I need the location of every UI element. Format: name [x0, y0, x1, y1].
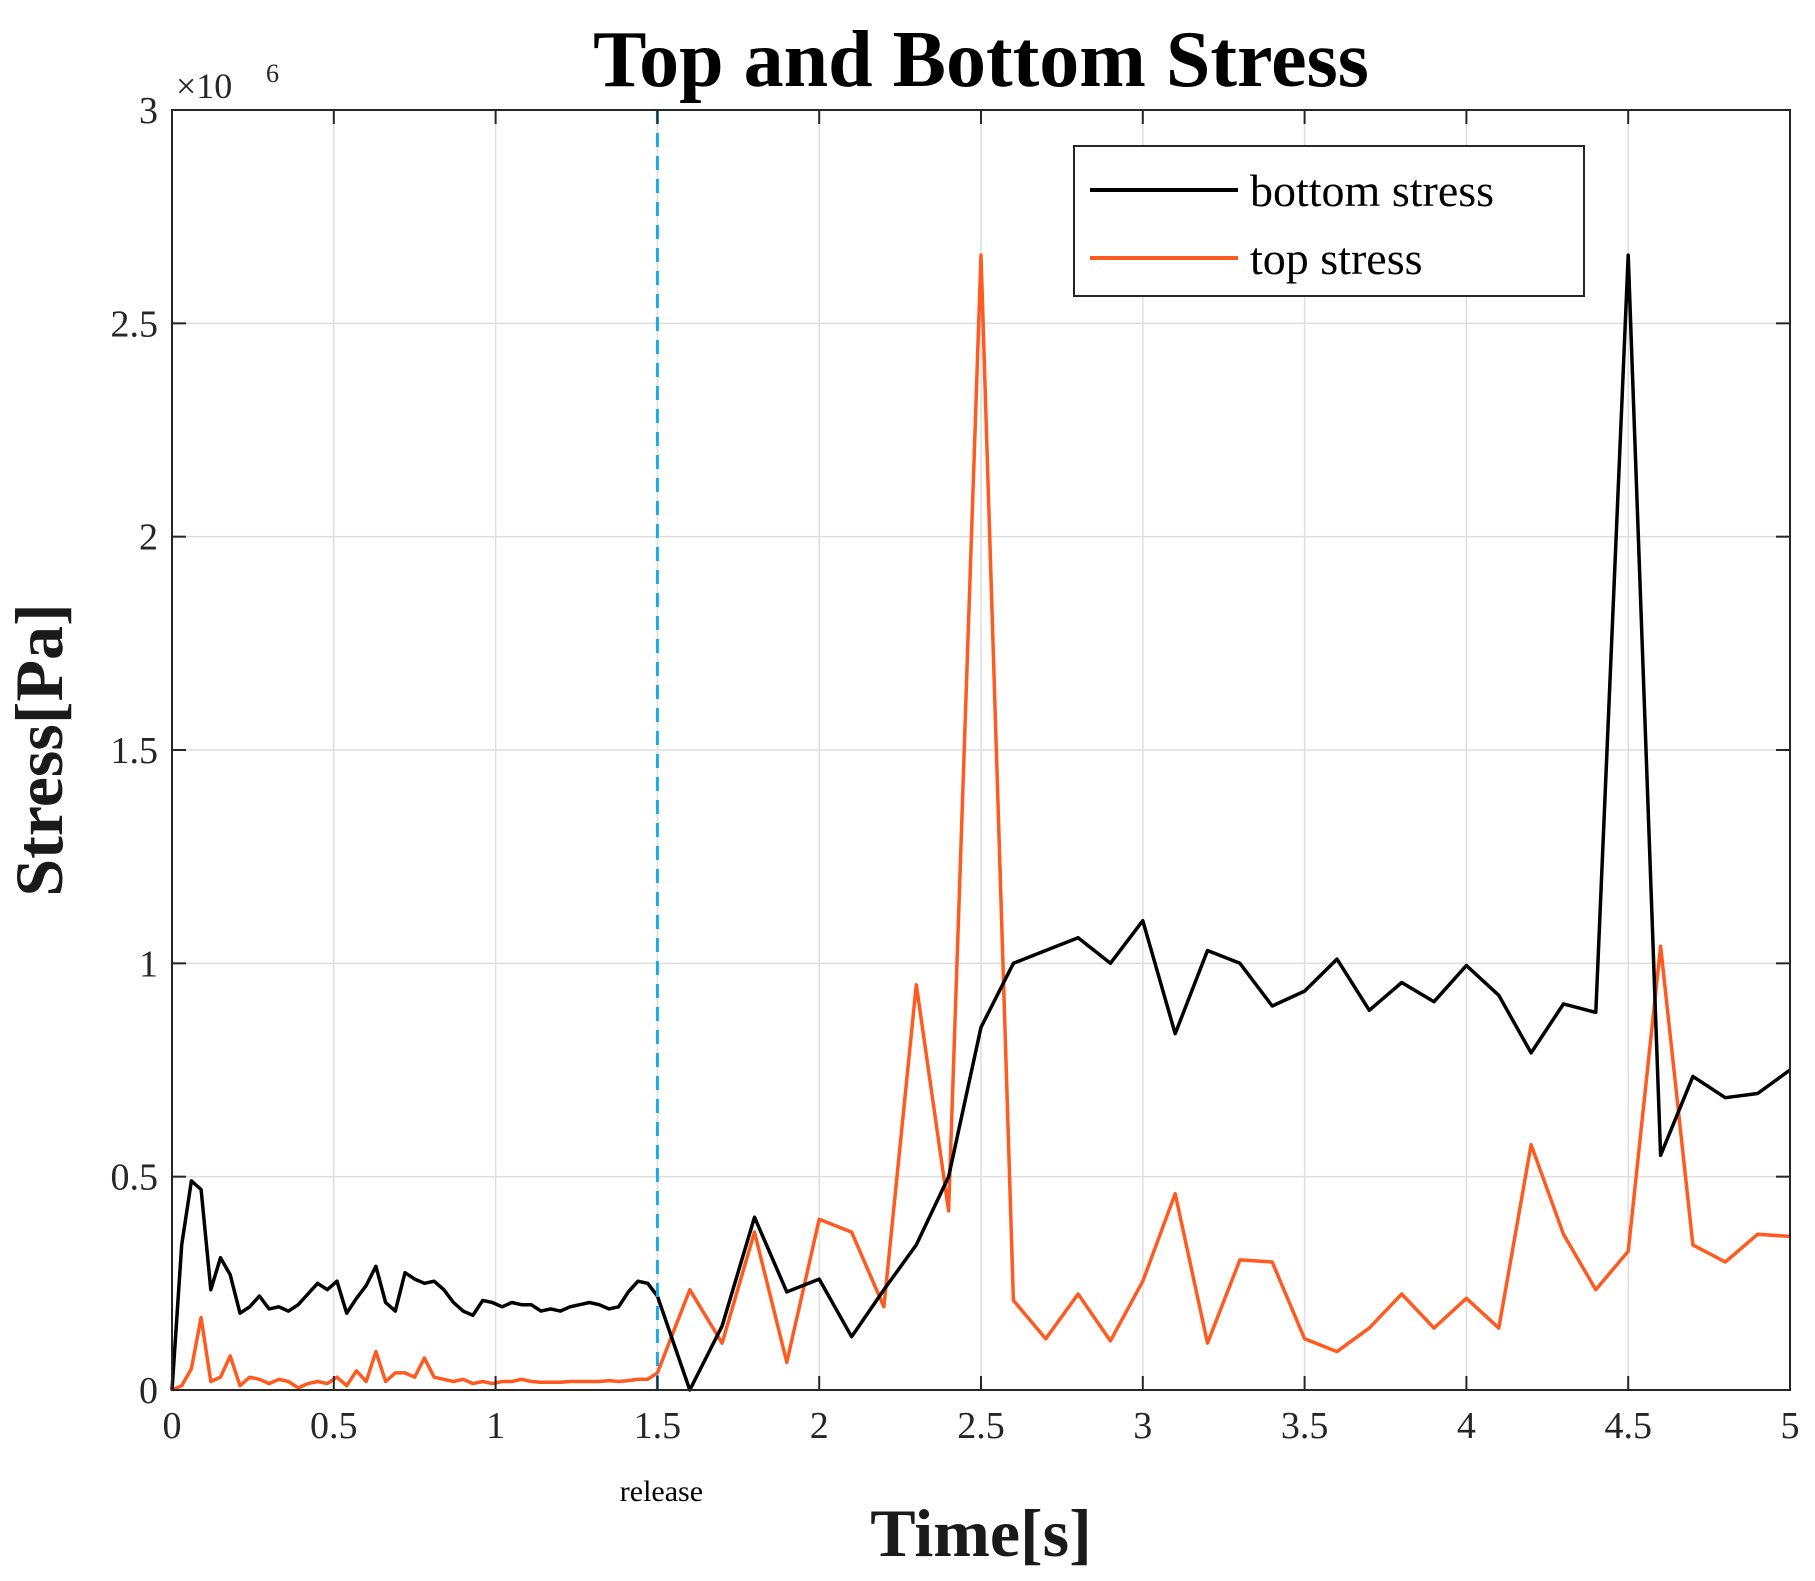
release-annotation: release	[620, 1475, 703, 1508]
x-tick-label: 4	[1457, 1405, 1476, 1447]
x-tick-label: 2.5	[957, 1405, 1005, 1447]
series-line-bottom-stress	[170, 253, 1792, 1392]
x-tick-label: 3.5	[1281, 1405, 1329, 1447]
y-tick-label: 1	[139, 943, 158, 985]
y-tick-label: 0	[139, 1370, 158, 1412]
chart-title: Top and Bottom Stress	[593, 16, 1369, 104]
legend-label-bottom-stress: bottom stress	[1250, 165, 1494, 216]
x-tick-label: 1.5	[634, 1405, 682, 1447]
legend: bottom stress top stress	[1073, 145, 1585, 297]
x-tick-label: 5	[1781, 1405, 1800, 1447]
series-line-top-stress	[171, 253, 1791, 1392]
y-exponent-prefix: ×10	[176, 66, 232, 106]
legend-box	[1073, 145, 1585, 297]
x-tick-label: 3	[1133, 1405, 1152, 1447]
x-tick-label: 0.5	[310, 1405, 358, 1447]
y-tick-label: 2	[139, 517, 158, 559]
y-tick-label: 1.5	[111, 730, 159, 772]
y-exponent-power: 6	[266, 59, 279, 88]
y-tick-label: 3	[139, 90, 158, 132]
legend-label-top-stress: top stress	[1250, 233, 1423, 284]
y-tick-label: 2.5	[111, 303, 159, 345]
x-tick-label: 1	[486, 1405, 505, 1447]
x-tick-label: 4.5	[1604, 1405, 1652, 1447]
series-layer	[170, 253, 1792, 1392]
y-axis-label: Stress[Pa]	[1, 603, 77, 896]
y-tick-label: 0.5	[111, 1157, 159, 1199]
x-tick-label: 2	[810, 1405, 829, 1447]
x-tick-label: 0	[163, 1405, 182, 1447]
tick-layer: 0 0.5 1 1.5 2 2.5 3 3.5 4 4.5 5 0 0.5 1 1.5 2 2.5 3	[111, 90, 1800, 1447]
x-axis-label: Time[s]	[870, 1495, 1092, 1571]
